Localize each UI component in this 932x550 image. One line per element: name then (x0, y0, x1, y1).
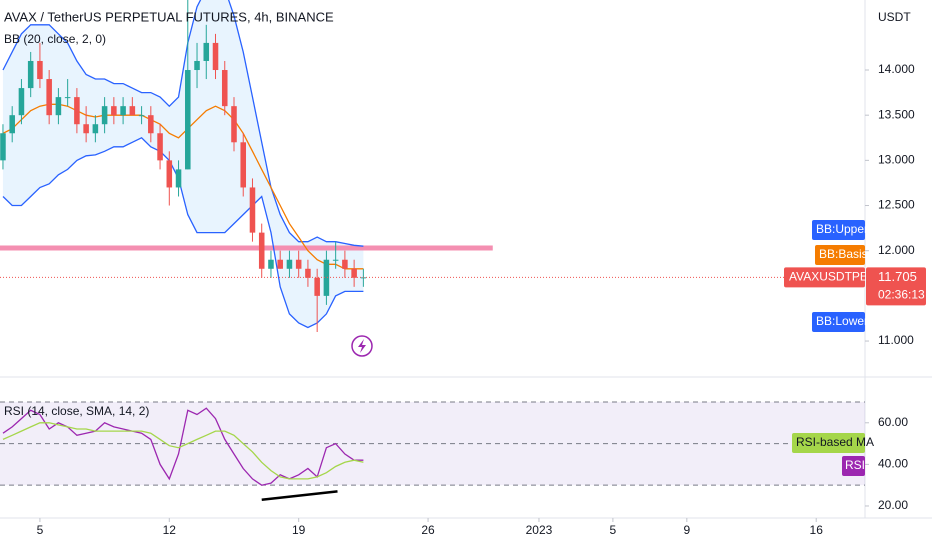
candle-body (111, 106, 117, 116)
candle-body (185, 70, 191, 170)
candle-body (212, 42, 219, 71)
plot-layer: 11.000 12.000 12.500 13.000 13.500 14.000 BB:U… (0, 0, 926, 537)
candle-body (175, 169, 182, 188)
candle-body (268, 259, 274, 269)
trend-line (261, 490, 338, 501)
rsi-tag (842, 456, 865, 476)
price-tag (866, 267, 926, 306)
candle-body (231, 106, 237, 143)
symbol-tag (784, 267, 865, 288)
candle-body (18, 88, 25, 116)
candle-body (55, 97, 62, 116)
candle-body (148, 115, 154, 134)
series-line (2, 422, 364, 480)
candle-body (37, 60, 43, 80)
series-line (2, 0, 364, 247)
price-tag-label: 11.705 (878, 269, 917, 284)
y-tick-label: 20.00 (878, 498, 908, 512)
candle-body (286, 259, 293, 269)
y-tick-label: 13.000 (878, 153, 915, 167)
candle-body (101, 106, 108, 125)
series-line (2, 407, 364, 486)
candle-body (351, 268, 357, 278)
candle-body (277, 259, 283, 269)
candle-body (249, 187, 256, 233)
x-tick-label: 2023 (526, 523, 553, 537)
candle-body (46, 79, 52, 116)
y-tick-label: 13.500 (878, 107, 915, 121)
candle-body (157, 133, 163, 161)
candle-body (120, 106, 126, 116)
candle-body (305, 268, 311, 278)
candle-body (0, 133, 6, 161)
indicator-legend: BB (20, close, 2, 0) (4, 32, 106, 46)
chart-title: AVAX / TetherUS PERPETUAL FUTURES, 4h, B… (4, 9, 334, 24)
candle-body (92, 124, 99, 134)
rsi-tag-label: RSI (845, 458, 865, 472)
y-tick-label: 40.00 (878, 457, 908, 471)
x-tick-label: 12 (163, 523, 177, 537)
countdown-label: 02:36:13 (878, 288, 925, 302)
series-line (2, 103, 364, 270)
candle-body (166, 160, 173, 188)
x-tick-label: 16 (810, 523, 824, 537)
candle-body (129, 106, 136, 116)
candle-body (203, 42, 210, 61)
x-tick-label: 9 (683, 523, 690, 537)
candle-body (9, 115, 15, 134)
y-tick-label: 11.000 (878, 333, 914, 347)
candle-body (27, 60, 34, 89)
y-tick-label: 60.00 (878, 415, 908, 429)
axis-unit: USDT (878, 10, 911, 24)
candle-body (314, 277, 320, 296)
candle-body (342, 259, 348, 269)
x-tick-label: 19 (292, 523, 306, 537)
symbol-tag-label: AVAXUSDTPERP (789, 270, 885, 284)
level-line (0, 245, 493, 251)
candle-body (295, 259, 302, 269)
candle-body (74, 97, 80, 125)
x-tick-label: 5 (37, 523, 44, 537)
candle-body (221, 70, 228, 107)
y-tick-label: 14.000 (878, 62, 915, 76)
candle-body (83, 124, 89, 134)
series-line (2, 137, 364, 329)
series-tag (815, 245, 865, 265)
candle-body (64, 97, 71, 99)
rsi-legend: RSI (14, close, SMA, 14, 2) (4, 404, 149, 418)
candle-body (138, 115, 145, 117)
y-tick-label: 12.000 (878, 243, 915, 257)
x-tick-label: 5 (610, 523, 617, 537)
series-tag-label: BB:Basis (819, 247, 868, 261)
icon-bolt[interactable] (358, 339, 366, 353)
candle-body (332, 259, 339, 261)
series-tag-label: BB:Upper (816, 222, 868, 236)
ma-tag (792, 433, 865, 453)
x-tick-label: 26 (421, 523, 435, 537)
candle-body (258, 232, 265, 269)
ma-tag-label: RSI-based MA (796, 435, 874, 449)
series-tag (812, 220, 865, 240)
candle-body (323, 259, 330, 296)
series-tag (812, 312, 865, 332)
series-tag-label: BB:Lower (816, 314, 868, 328)
y-tick-label: 12.500 (878, 198, 915, 212)
candle-body (240, 142, 247, 188)
candle-body (194, 60, 200, 71)
lightning-icon[interactable] (351, 335, 373, 357)
